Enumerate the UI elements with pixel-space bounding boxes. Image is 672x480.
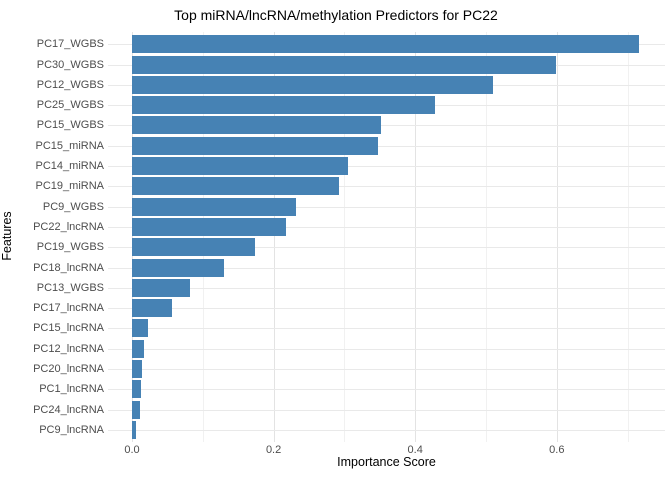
y-tick-label: PC19_miRNA: [35, 180, 104, 193]
bar: [132, 177, 340, 196]
y-tick-label: PC25_WGBS: [36, 99, 104, 112]
x-axis-tick-labels: 0.0 0.2 0.4 0.6: [108, 443, 665, 457]
bar: [132, 319, 148, 338]
bar: [132, 75, 494, 94]
y-tick-label: PC15_miRNA: [35, 139, 104, 152]
y-grid-row-line: [108, 308, 665, 310]
bar: [132, 380, 142, 399]
bar: [132, 278, 191, 297]
x-tick-label: 0.0: [124, 444, 140, 456]
y-tick-label: PC19_WGBS: [36, 241, 104, 254]
x-grid-major-line: [556, 32, 558, 442]
x-grid-minor-line: [627, 32, 629, 442]
bar: [132, 238, 256, 257]
y-tick-label: PC9_lncRNA: [39, 423, 104, 436]
bar: [132, 96, 436, 115]
x-tick-label: 0.4: [407, 444, 423, 456]
bar: [132, 116, 382, 135]
y-grid-row-line: [108, 348, 665, 350]
y-grid-row-line: [108, 125, 665, 127]
bar: [132, 339, 145, 358]
bar: [132, 400, 140, 419]
y-tick-label: PC22_lncRNA: [33, 220, 104, 233]
y-grid-row-line: [108, 186, 665, 188]
bar: [132, 299, 173, 318]
y-grid-row-line: [108, 247, 665, 249]
y-axis-category-labels: PC17_WGBS PC30_WGBS PC12_WGBS PC25_WGBS PC15…: [0, 32, 104, 442]
y-tick-label: PC20_lncRNA: [33, 363, 104, 375]
x-tick-label: 0.6: [549, 444, 565, 456]
y-grid-row-line: [108, 206, 665, 208]
plot-panel: [108, 32, 665, 442]
bar: [132, 197, 297, 216]
x-grid-minor-line: [202, 32, 204, 442]
y-grid-row-line: [108, 166, 665, 167]
x-tick-label: 0.2: [265, 444, 282, 456]
y-tick-label: PC15_lncRNA: [33, 322, 104, 335]
x-grid-minor-line: [486, 32, 487, 442]
chart-title: Top miRNA/lncRNA/methylation Predictors …: [174, 7, 498, 23]
bar: [132, 420, 137, 439]
y-grid-row-line: [108, 328, 665, 330]
x-grid-major-line: [415, 32, 417, 442]
y-grid-row-line: [108, 429, 665, 431]
y-tick-label: PC12_lncRNA: [33, 342, 104, 355]
bar: [132, 217, 286, 236]
x-grid-major-line: [132, 32, 133, 442]
y-tick-label: PC24_lncRNA: [33, 403, 104, 416]
y-tick-label: PC17_WGBS: [36, 38, 104, 51]
x-grid-major-line: [273, 32, 275, 442]
y-tick-label: PC17_lncRNA: [33, 302, 104, 315]
y-tick-label: PC14_miRNA: [35, 160, 104, 172]
bar: [132, 136, 379, 155]
x-axis-title: Importance Score: [337, 455, 436, 469]
y-tick-label: PC9_WGBS: [42, 200, 104, 213]
y-grid-row-line: [108, 267, 665, 269]
y-grid-row-line: [108, 287, 665, 289]
bar: [132, 55, 557, 74]
y-tick-label: PC13_WGBS: [36, 281, 104, 294]
y-tick-label: PC15_WGBS: [36, 119, 104, 132]
bar: [132, 360, 142, 378]
y-tick-label: PC30_WGBS: [36, 58, 104, 71]
x-grid-minor-line: [344, 32, 346, 442]
bar: [132, 35, 639, 54]
y-grid-row-line: [108, 145, 665, 147]
y-grid-row-line: [108, 226, 665, 228]
y-tick-label: PC1_lncRNA: [39, 383, 104, 396]
y-grid-row-line: [108, 389, 665, 391]
y-tick-label: PC18_lncRNA: [33, 261, 104, 274]
y-grid-row-line: [108, 369, 665, 370]
y-tick-label: PC12_WGBS: [36, 78, 104, 91]
bar: [132, 258, 225, 277]
bar: [132, 157, 348, 175]
y-grid-row-line: [108, 409, 665, 411]
